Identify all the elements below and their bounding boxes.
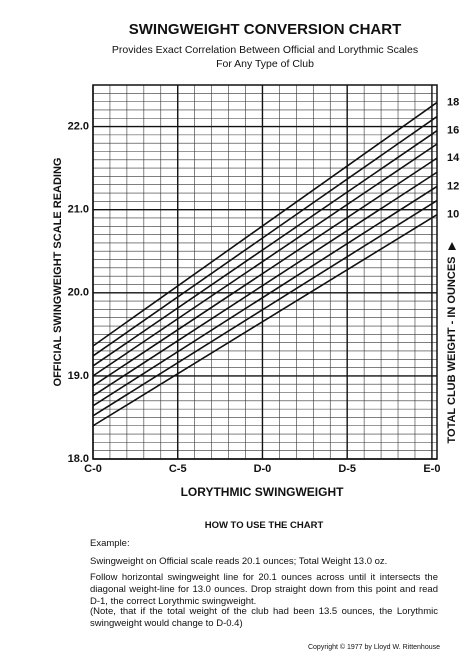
x-tick-label: C-5 (169, 463, 187, 475)
line (92, 185, 438, 407)
y-tick-label: 22.0 (68, 120, 89, 132)
line (92, 101, 438, 347)
x-tick-label: C-0 (84, 463, 102, 475)
x-tick-label: D-5 (338, 463, 356, 475)
legend-label: 12 (447, 180, 459, 192)
arrow-icon (448, 242, 456, 250)
chart-subtitle: For Any Type of Club (216, 58, 314, 70)
line (92, 130, 438, 367)
paragraph: (Note, that if the total weight of the c… (90, 606, 438, 629)
chart-title: SWINGWEIGHT CONVERSION CHART (129, 21, 402, 38)
line (92, 199, 438, 417)
copyright: Copyright © 1977 by Lloyd W. Rittenhouse (307, 644, 440, 651)
legend-label: 18 (447, 96, 459, 108)
example-label: Example: (90, 538, 130, 549)
line (92, 157, 438, 387)
y-tick-label: 20.0 (68, 287, 89, 299)
instructions-heading: HOW TO USE THE CHART (204, 520, 324, 531)
legend-label: 14 (447, 152, 460, 164)
x-tick-label: D-0 (254, 463, 272, 475)
chart-subtitle: Provides Exact Correlation Between Offic… (112, 44, 418, 56)
line (92, 143, 438, 377)
paragraph: Swingweight on Official scale reads 20.1… (90, 556, 388, 567)
y-tick-label: 18.0 (68, 453, 89, 465)
x-axis-label: LORYTHMIC SWINGWEIGHT (181, 485, 345, 499)
y-tick-label: 19.0 (68, 370, 89, 382)
legend-label: 10 (447, 209, 459, 221)
y2-axis-label: TOTAL CLUB WEIGHT - IN OUNCES (446, 257, 458, 444)
y-tick-label: 21.0 (68, 204, 89, 216)
line (92, 171, 438, 397)
x-tick-label: E-0 (423, 463, 440, 475)
legend-label: 16 (447, 125, 459, 137)
line (92, 115, 438, 357)
line (92, 213, 438, 427)
y-axis-label: OFFICIAL SWINGWEIGHT SCALE READING (52, 158, 64, 387)
paragraph: Follow horizontal swingweight line for 2… (90, 572, 438, 607)
